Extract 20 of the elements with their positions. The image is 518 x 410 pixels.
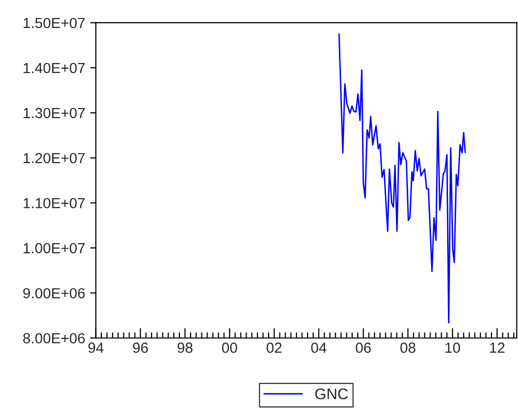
x-tick-label: 98 [178,342,192,353]
x-tick-label: 94 [88,342,104,353]
y-tick-label: 1.10E+07 [24,198,85,208]
x-tick-label: 02 [266,342,282,353]
y-tick-label: 1.50E+07 [24,18,85,28]
x-tick-label: 10 [446,342,460,353]
x-tick-label: 00 [222,342,238,353]
y-tick-label: 1.40E+07 [24,62,85,74]
x-tick-label: 08 [400,342,416,353]
y-tick-label: 1.00E+07 [24,243,85,254]
y-tick-label: 1.20E+07 [24,152,85,164]
x-tick-label: 06 [356,342,371,353]
line-series [338,33,466,324]
x-tick-label: 96 [132,342,148,353]
y-tick-label: 9.00E+06 [23,288,85,298]
y-tick-label: 8.00E+06 [23,333,85,344]
x-tick-label: 12 [490,342,504,353]
legend-label: GNC [315,388,348,400]
x-tick-label: 04 [311,342,326,353]
y-tick-label: 1.30E+07 [24,108,85,118]
